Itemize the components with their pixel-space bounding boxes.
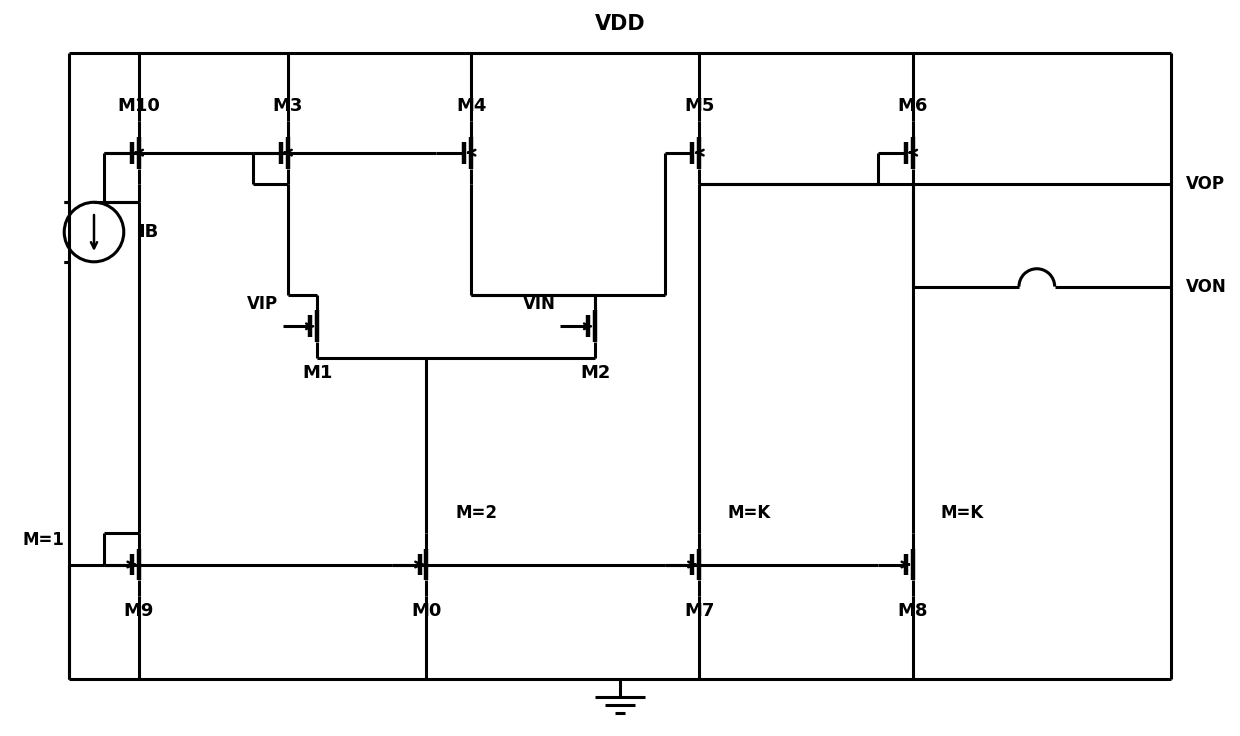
Text: M0: M0 xyxy=(412,602,441,620)
Text: VON: VON xyxy=(1185,277,1226,296)
Text: M7: M7 xyxy=(684,602,714,620)
Text: M2: M2 xyxy=(580,364,610,382)
Text: IB: IB xyxy=(139,223,159,241)
Text: M9: M9 xyxy=(124,602,154,620)
Text: M3: M3 xyxy=(273,97,303,115)
Text: VOP: VOP xyxy=(1185,175,1225,194)
Text: M=K: M=K xyxy=(728,504,770,522)
Text: VDD: VDD xyxy=(595,14,645,34)
Text: M10: M10 xyxy=(118,97,160,115)
Text: M6: M6 xyxy=(898,97,928,115)
Text: M5: M5 xyxy=(684,97,714,115)
Text: M=2: M=2 xyxy=(455,504,497,522)
Text: M8: M8 xyxy=(898,602,928,620)
Text: VIP: VIP xyxy=(247,295,278,314)
Text: M=K: M=K xyxy=(941,504,985,522)
Text: VIN: VIN xyxy=(522,295,556,314)
Text: M1: M1 xyxy=(303,364,332,382)
Text: M=1: M=1 xyxy=(22,531,64,549)
Text: M4: M4 xyxy=(456,97,486,115)
